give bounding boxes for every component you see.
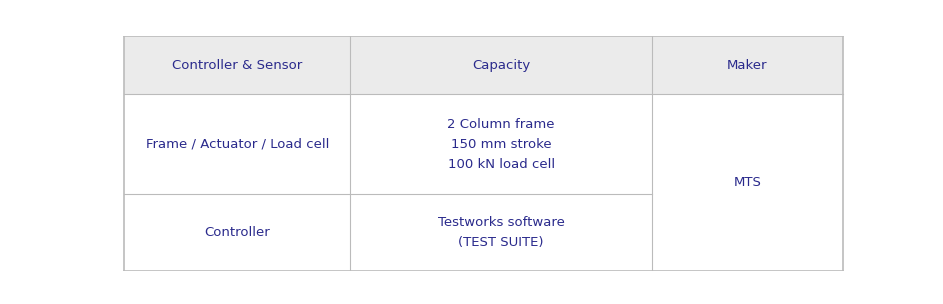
Text: Capacity: Capacity [472, 59, 530, 72]
Bar [653, 94, 842, 271]
Text: Testworks software
(TEST SUITE): Testworks software (TEST SUITE) [438, 216, 565, 249]
Bar [351, 36, 653, 94]
Text: Controller: Controller [205, 226, 270, 239]
Text: Controller & Sensor: Controller & Sensor [173, 59, 303, 72]
Text: MTS: MTS [734, 176, 761, 189]
Bar [653, 36, 842, 94]
Bar [124, 36, 351, 94]
Text: 2 Column frame
150 mm stroke
100 kN load cell: 2 Column frame 150 mm stroke 100 kN load… [448, 118, 555, 171]
Bar [351, 94, 653, 194]
Text: Frame / Actuator / Load cell: Frame / Actuator / Load cell [145, 138, 329, 151]
Bar [351, 194, 653, 271]
Bar [124, 94, 351, 194]
Bar [124, 194, 351, 271]
Text: Maker: Maker [727, 59, 768, 72]
